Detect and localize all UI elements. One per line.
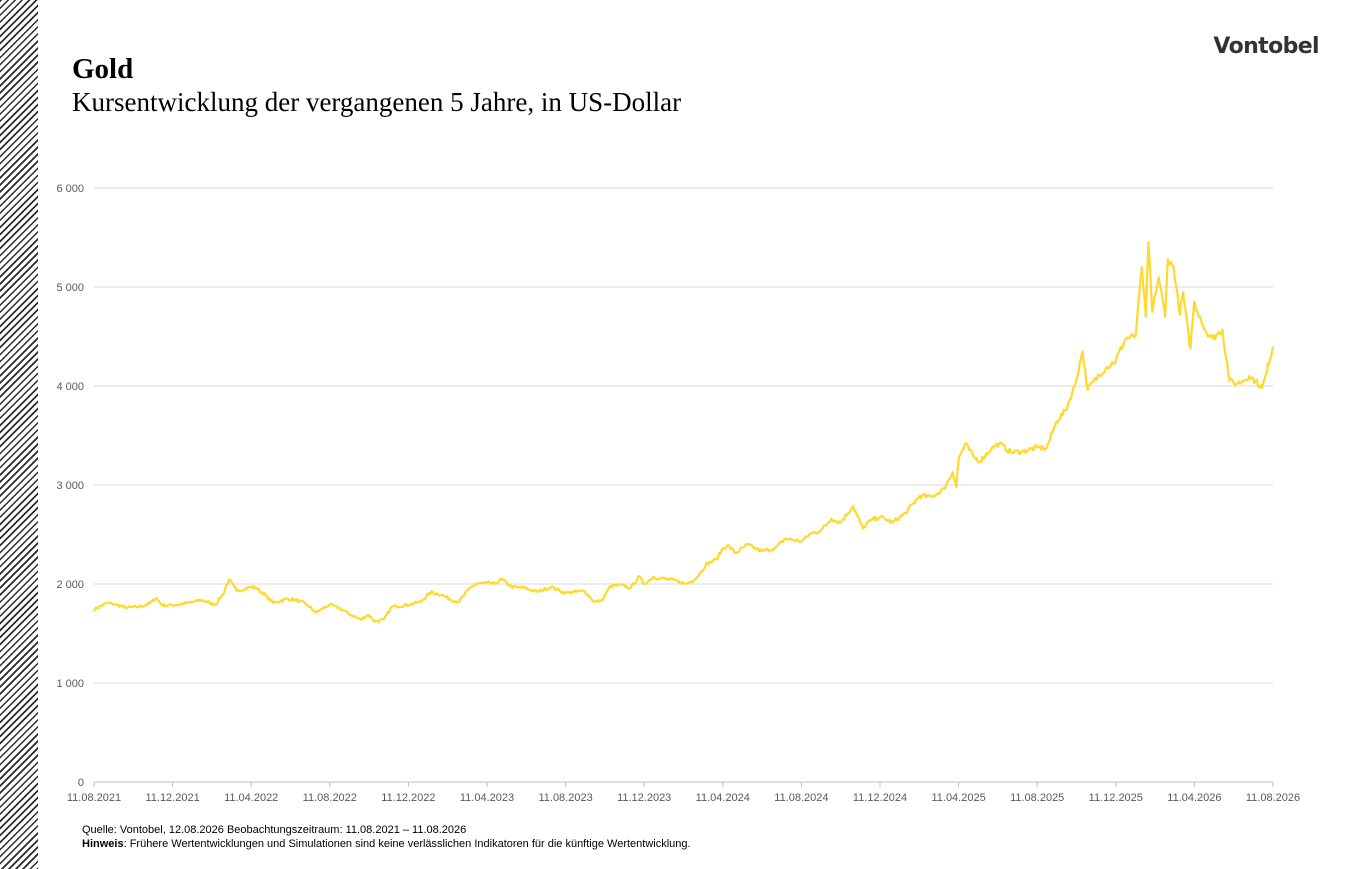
source-note: Quelle: Vontobel, 12.08.2026 Beobachtung…: [82, 824, 467, 836]
y-tick-label: 0: [78, 777, 84, 789]
gold-price-line: [93, 241, 1275, 623]
y-tick-label: 2 000: [56, 579, 84, 591]
x-tick-label: 11.04.2026: [1167, 792, 1221, 804]
footnote: Quelle: Vontobel, 12.08.2026 Beobachtung…: [82, 823, 691, 851]
y-tick-label: 5 000: [56, 282, 84, 294]
disclaimer-text: : Frühere Wertentwicklungen und Simulati…: [123, 838, 691, 850]
x-tick-label: 11.04.2025: [931, 792, 985, 804]
y-tick-label: 1 000: [56, 678, 84, 690]
disclaimer: Hinweis: Frühere Wertentwicklungen und S…: [82, 837, 691, 851]
x-tick-label: 11.08.2021: [67, 792, 121, 804]
x-tick-label: 11.08.2023: [538, 792, 592, 804]
y-tick-label: 6 000: [56, 183, 84, 195]
x-tick-label: 11.08.2026: [1246, 792, 1300, 804]
x-tick-label: 11.08.2024: [774, 792, 828, 804]
x-tick-label: 11.12.2023: [617, 792, 671, 804]
x-tick-label: 11.04.2023: [460, 792, 514, 804]
y-tick-label: 4 000: [56, 381, 84, 393]
decorative-stripes: [0, 0, 38, 869]
chart-title: Gold: [72, 53, 134, 85]
x-tick-label: 11.08.2025: [1010, 792, 1064, 804]
vontobel-logo: Vontobel: [1213, 34, 1319, 59]
x-tick-label: 11.12.2022: [381, 792, 435, 804]
x-tick-label: 11.08.2022: [303, 792, 357, 804]
disclaimer-label: Hinweis: [82, 838, 124, 850]
x-tick-label: 11.12.2024: [853, 792, 907, 804]
x-tick-label: 11.04.2022: [224, 792, 278, 804]
y-tick-label: 3 000: [56, 480, 84, 492]
x-tick-label: 11.04.2024: [696, 792, 750, 804]
x-tick-label: 11.12.2021: [145, 792, 199, 804]
x-tick-label: 11.12.2025: [1089, 792, 1143, 804]
chart-subtitle: Kursentwicklung der vergangenen 5 Jahre,…: [72, 87, 682, 117]
